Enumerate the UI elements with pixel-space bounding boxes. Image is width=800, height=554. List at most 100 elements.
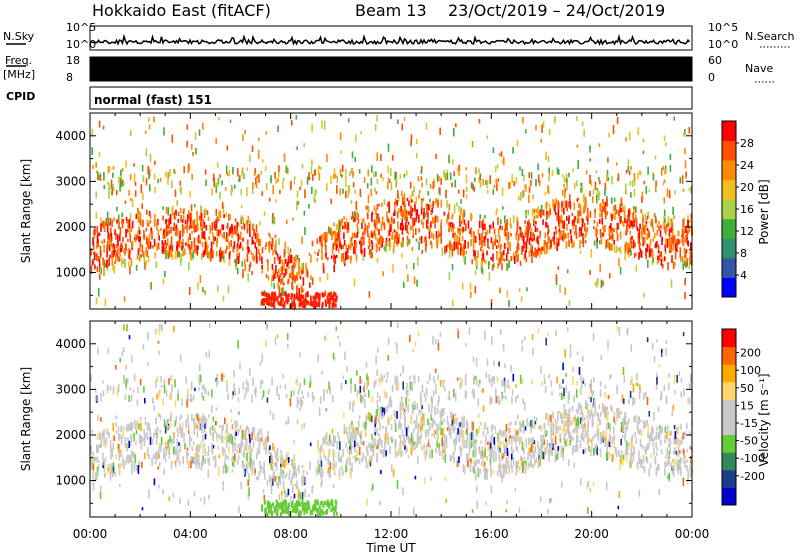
echo-pixel	[563, 403, 566, 413]
echo-pixel	[510, 453, 513, 460]
echo-pixel	[458, 205, 461, 212]
echo-pixel	[680, 466, 682, 476]
echo-pixel	[385, 244, 388, 253]
echo-pixel	[181, 219, 184, 223]
echo-pixel	[222, 250, 225, 256]
echo-pixel	[112, 422, 115, 432]
echo-pixel	[260, 437, 263, 442]
echo-pixel	[164, 239, 166, 245]
echo-pixel	[121, 258, 123, 267]
ground-scatter-pixel	[268, 302, 271, 307]
echo-pixel	[130, 455, 132, 462]
echo-pixel	[351, 444, 353, 450]
echo-pixel	[317, 448, 320, 452]
echo-pixel	[199, 445, 202, 449]
nave-label: Nave	[745, 62, 773, 75]
echo-pixel	[357, 427, 359, 435]
echo-pixel	[311, 186, 313, 195]
echo-pixel	[390, 399, 393, 408]
echo-pixel	[285, 258, 288, 263]
echo-pixel	[610, 444, 612, 449]
echo-pixel	[376, 392, 379, 398]
echo-pixel	[684, 454, 686, 460]
echo-pixel	[583, 193, 585, 203]
echo-pixel	[552, 426, 554, 432]
echo-pixel	[591, 446, 593, 452]
echo-pixel	[427, 439, 430, 444]
echo-pixel	[271, 237, 274, 244]
echo-pixel	[205, 251, 207, 255]
echo-pixel	[136, 254, 139, 260]
echo-pixel	[127, 424, 130, 429]
echo-pixel	[375, 219, 378, 226]
echo-pixel	[203, 384, 205, 392]
echo-pixel	[102, 380, 104, 384]
echo-pixel	[655, 218, 657, 224]
echo-pixel	[653, 436, 656, 441]
echo-pixel	[421, 199, 423, 209]
echo-pixel	[414, 441, 416, 451]
echo-pixel	[552, 411, 554, 419]
echo-pixel	[242, 452, 245, 457]
echo-pixel	[665, 238, 667, 246]
echo-pixel	[354, 244, 356, 249]
echo-pixel	[594, 208, 596, 213]
echo-pixel	[301, 263, 303, 271]
cpid-panel	[89, 86, 693, 110]
echo-pixel	[273, 446, 276, 452]
echo-pixel	[214, 236, 216, 241]
ground-scatter-pixel	[315, 302, 318, 307]
echo-pixel	[192, 394, 195, 401]
echo-pixel	[585, 215, 588, 221]
echo-pixel	[535, 237, 538, 243]
echo-pixel	[613, 197, 616, 202]
echo-pixel	[260, 170, 263, 175]
nsearch-label: N.Search	[745, 30, 795, 43]
echo-pixel	[608, 226, 611, 235]
colorbar-tick-label: 28	[740, 137, 754, 150]
echo-pixel	[451, 215, 453, 220]
echo-pixel	[462, 445, 464, 450]
echo-pixel	[230, 190, 233, 196]
echo-pixel	[215, 220, 218, 229]
echo-pixel	[611, 407, 613, 413]
echo-pixel	[564, 349, 566, 358]
ground-scatter-pixel	[290, 296, 293, 300]
echo-pixel	[349, 440, 352, 447]
echo-pixel	[567, 413, 569, 423]
echo-pixel	[638, 252, 640, 260]
echo-pixel	[473, 390, 475, 400]
echo-pixel	[321, 251, 323, 260]
echo-pixel	[473, 186, 476, 192]
echo-pixel	[173, 222, 176, 232]
echo-pixel	[342, 375, 344, 379]
echo-pixel	[632, 397, 634, 406]
echo-pixel	[485, 232, 487, 240]
echo-pixel	[573, 241, 575, 248]
echo-pixel	[204, 434, 207, 440]
echo-pixel	[298, 388, 300, 392]
echo-pixel	[682, 477, 685, 487]
echo-pixel	[560, 214, 563, 224]
echo-pixel	[532, 347, 534, 356]
echo-pixel	[497, 439, 499, 445]
echo-pixel	[137, 465, 140, 474]
echo-pixel	[364, 392, 366, 397]
echo-pixel	[240, 217, 242, 225]
echo-pixel	[340, 150, 342, 154]
echo-pixel	[457, 242, 459, 250]
echo-pixel	[278, 268, 280, 274]
echo-pixel	[518, 507, 521, 513]
echo-pixel	[125, 243, 127, 251]
echo-pixel	[342, 244, 344, 249]
echo-pixel	[222, 205, 225, 214]
echo-pixel	[506, 263, 508, 271]
echo-pixel	[399, 406, 402, 412]
echo-pixel	[480, 266, 483, 274]
echo-pixel	[602, 225, 604, 230]
echo-pixel	[111, 188, 113, 194]
echo-pixel	[199, 381, 201, 386]
echo-pixel	[139, 379, 142, 386]
echo-pixel	[97, 414, 99, 422]
echo-pixel	[390, 464, 393, 472]
